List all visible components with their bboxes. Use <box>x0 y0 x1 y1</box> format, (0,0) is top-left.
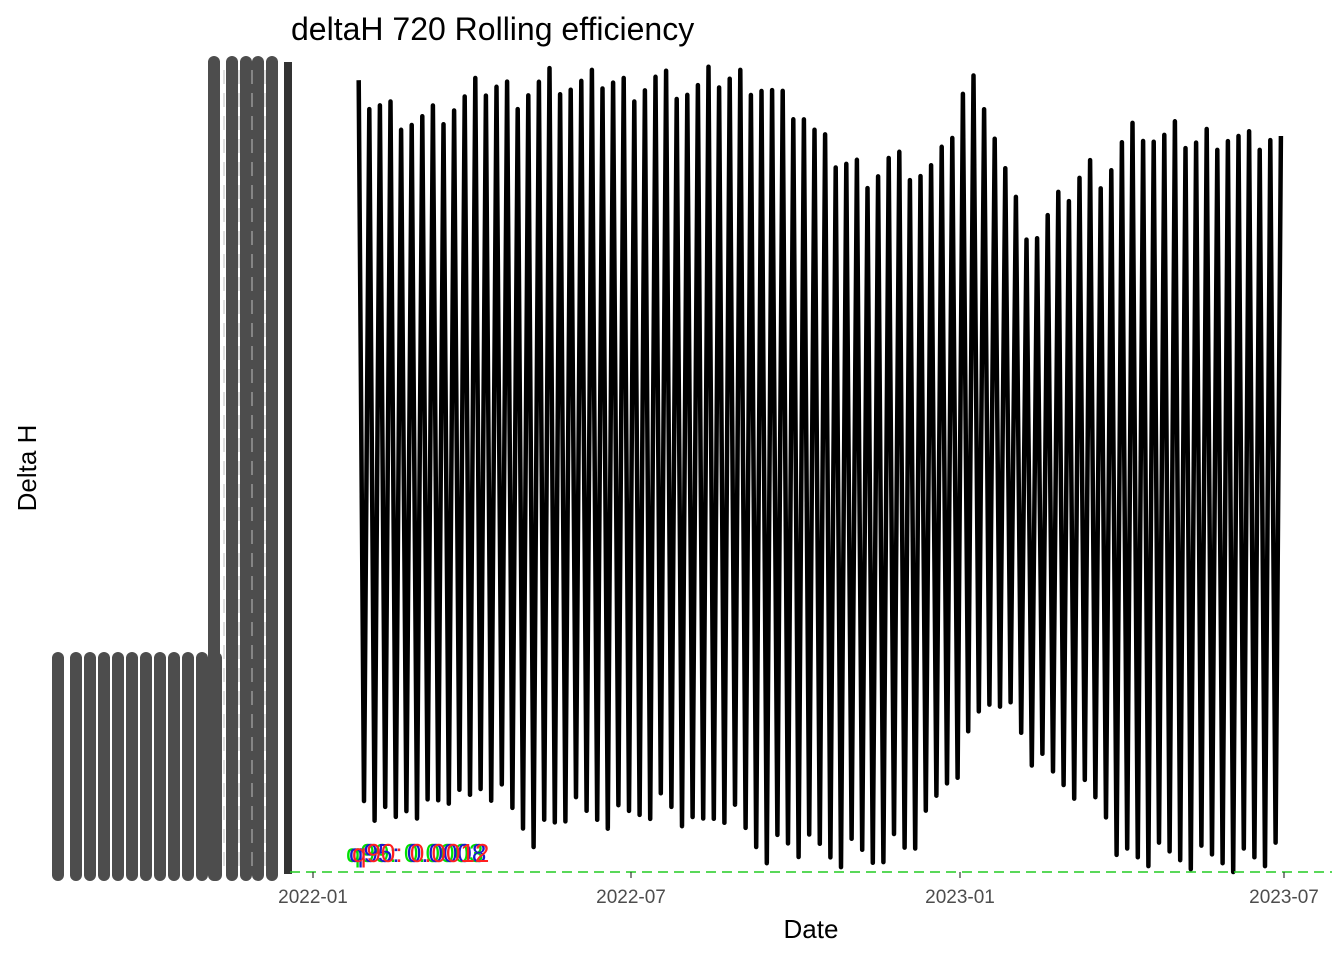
y-axis-title: Delta H <box>12 425 42 512</box>
y-tick-label-glyph <box>208 56 220 881</box>
series-line <box>356 64 1284 875</box>
y-tick-label-glyph <box>168 652 180 881</box>
x-tick-label: 2023-01 <box>925 887 995 908</box>
x-tick-label: 2022-07 <box>596 887 666 908</box>
y-tick-label-glyph <box>98 652 110 881</box>
quantile-annotation: q90: 0.0012 <box>352 838 489 868</box>
x-tick-label: 2022-01 <box>278 887 348 908</box>
series-layer <box>356 64 1284 875</box>
y-tick-label-glyph <box>240 56 252 881</box>
y-tick-label-glyph <box>182 652 194 881</box>
x-tick-label: 2023-07 <box>1249 887 1319 908</box>
y-tick-label-glyph <box>126 652 138 881</box>
y-tick-label-glyph <box>226 56 238 881</box>
chart-title: deltaH 720 Rolling efficiency <box>291 11 694 47</box>
y-tick-label-glyph <box>252 56 264 881</box>
y-tick-label-glyph <box>196 652 208 881</box>
quantile-annotation: q95: 0.0008 <box>349 838 486 868</box>
quantile-annotation: q99: 0.0003 <box>346 838 483 868</box>
y-tick-label-glyph <box>140 652 152 881</box>
y-tick-label-glyph <box>70 652 82 881</box>
y-axis-bar <box>284 62 292 874</box>
y-tick-label-glyph <box>84 652 96 881</box>
y-tick-label-glyph <box>112 652 124 881</box>
x-axis-title: Date <box>784 914 839 944</box>
y-tick-label-glyph <box>52 652 64 881</box>
y-tick-label-glyph <box>154 652 166 881</box>
y-tick-label-glyph <box>266 56 278 881</box>
x-axis-ticks: 2022-01 2022-07 2023-01 2023-07 <box>278 872 1319 908</box>
y-tick-label-block <box>52 56 292 881</box>
